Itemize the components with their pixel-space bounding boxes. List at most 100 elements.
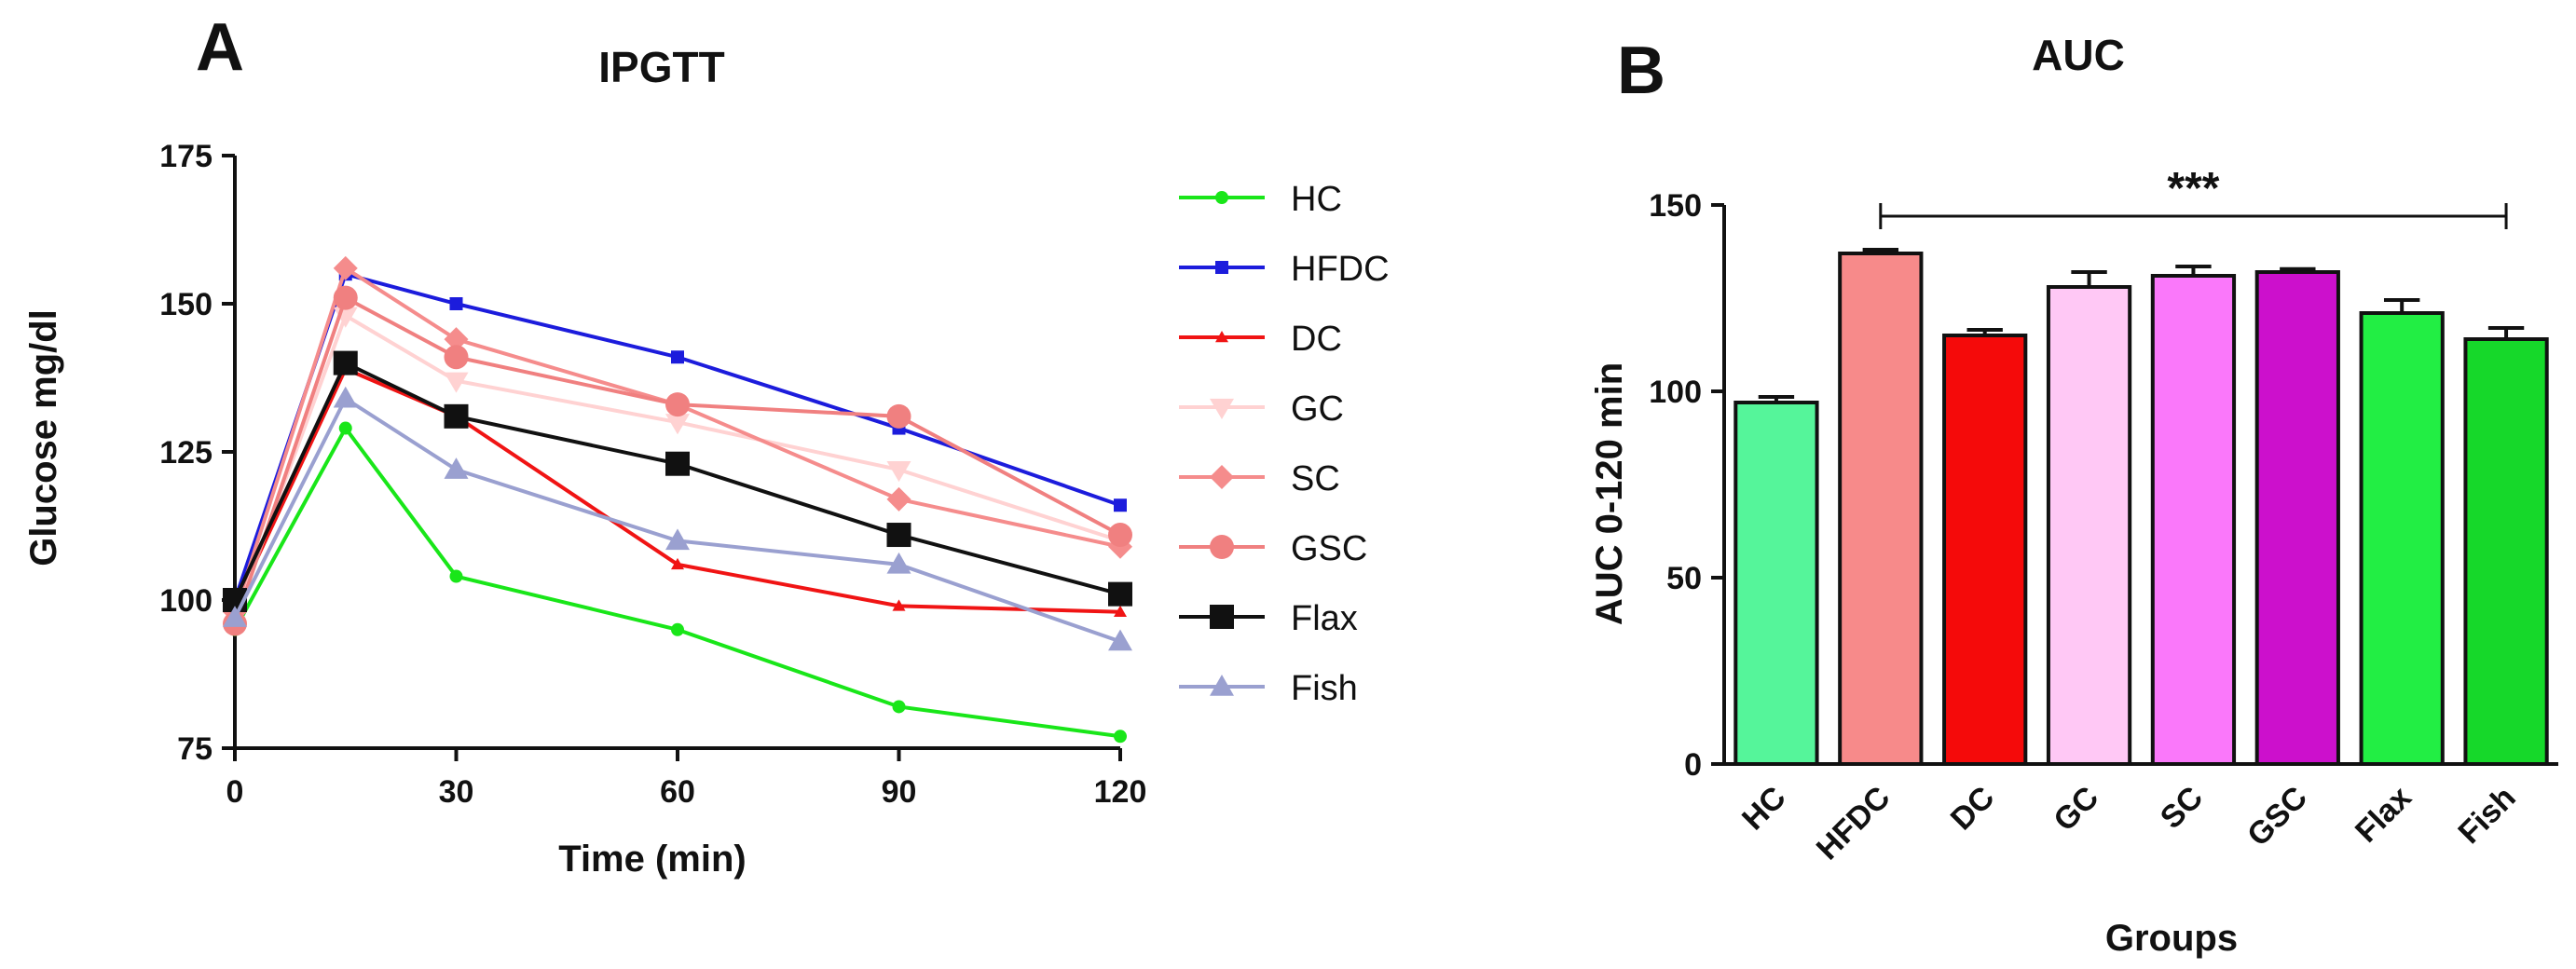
x-tick-label: 90 — [882, 774, 917, 810]
bar-x-tick-label: DC — [1944, 780, 2002, 838]
x-tick-label: 30 — [439, 774, 474, 810]
legend-marker-dc — [1215, 331, 1228, 343]
data-point-hc — [1114, 730, 1127, 744]
x-tick-label: 60 — [660, 774, 695, 810]
bar-x-tick-label: GSC — [2240, 780, 2314, 853]
data-point-hfdc — [1114, 498, 1127, 512]
data-point-hc — [892, 700, 906, 714]
data-point-flax — [886, 523, 911, 548]
data-point-gsc — [333, 285, 358, 310]
bar-hc — [1733, 401, 1819, 766]
series-line-fish — [233, 395, 1121, 644]
bar-gc — [2046, 285, 2132, 766]
series-line-sc — [233, 265, 1121, 613]
significance-label: *** — [2167, 164, 2219, 213]
bar-x-tick-label: Flax — [2349, 780, 2418, 850]
data-point-gsc — [665, 392, 690, 417]
bar-chart-annotation: *** — [1879, 164, 2508, 229]
panel-b-letter: B — [1617, 34, 1665, 108]
data-point-fish — [444, 457, 469, 479]
x-tick-label: 120 — [1094, 774, 1147, 810]
bar-x-tick-label: GC — [2047, 780, 2105, 839]
series-line-hc — [233, 424, 1121, 739]
legend-marker-hfdc — [1215, 261, 1228, 274]
data-point-fish — [665, 528, 690, 551]
bar-sc — [2150, 274, 2237, 766]
bar-x-tick-label: HFDC — [1810, 780, 1898, 867]
bar-chart-title: AUC — [2032, 31, 2125, 79]
bar-x-tick-label: SC — [2154, 780, 2210, 836]
line-chart-title: IPGTT — [598, 43, 724, 91]
bar-chart-bars — [1733, 248, 2549, 766]
data-point-fish — [223, 606, 247, 627]
data-point-hfdc — [449, 297, 463, 310]
bar-flax — [2359, 311, 2445, 766]
bar-y-tick-label: 50 — [1666, 561, 1702, 596]
series-line-dc — [233, 366, 1121, 614]
data-point-fish — [1108, 629, 1132, 651]
data-point-dc — [671, 557, 684, 570]
data-point-fish — [333, 386, 358, 408]
data-point-sc — [333, 255, 358, 280]
data-point-hc — [338, 421, 352, 435]
bar-y-tick-label: 100 — [1649, 375, 1702, 410]
data-point-gsc — [1108, 523, 1132, 548]
bar-y-tick-label: 0 — [1684, 747, 1702, 783]
bar-fish — [2463, 337, 2549, 766]
data-point-flax — [444, 403, 469, 429]
line-chart-ylabel: Glucose mg/dl — [23, 309, 64, 566]
bar-gsc — [2254, 270, 2340, 766]
data-point-gsc — [444, 345, 469, 370]
series-line-gc — [233, 312, 1121, 619]
data-point-hfdc — [671, 350, 684, 364]
legend-marker-fish — [1210, 675, 1234, 696]
line-chart-series — [223, 255, 1132, 744]
y-tick-label: 150 — [159, 287, 212, 322]
legend-label-gsc: GSC — [1291, 529, 1367, 568]
y-tick-label: 100 — [159, 583, 212, 619]
panel-a-letter: A — [196, 10, 244, 85]
x-tick-label: 0 — [226, 774, 244, 810]
data-point-gc — [665, 414, 690, 435]
series-line-hfdc — [233, 271, 1121, 601]
legend-marker-sc — [1210, 465, 1234, 489]
bar-chart-xlabel: Groups — [2105, 918, 2238, 959]
legend-label-fish: Fish — [1291, 669, 1358, 708]
bar-chart-ylabel: AUC 0-120 min — [1589, 362, 1630, 625]
line-chart-legend: HC HFDC DC GC SC GSC Flax Fish — [1179, 180, 1390, 708]
bar-x-tick-label: HC — [1735, 780, 1793, 838]
y-tick-label: 75 — [177, 731, 212, 767]
legend-label-hfdc: HFDC — [1291, 250, 1390, 289]
legend-marker-gsc — [1210, 535, 1234, 559]
bar-hfdc — [1838, 252, 1924, 766]
data-point-hc — [449, 569, 463, 583]
y-tick-label: 175 — [159, 139, 212, 174]
line-chart-axes: 75 100 125 150 175 0 30 60 90 120 — [159, 139, 1146, 810]
series-line-flax — [233, 360, 1121, 601]
data-point-hc — [671, 622, 684, 636]
data-point-dc — [1114, 605, 1127, 617]
bar-y-tick-label: 150 — [1649, 188, 1702, 224]
data-point-gc — [444, 372, 469, 393]
legend-label-dc: DC — [1291, 320, 1342, 359]
bar-dc — [1942, 334, 2028, 766]
data-point-sc — [886, 486, 911, 512]
data-point-fish — [886, 552, 911, 574]
data-point-flax — [665, 451, 690, 476]
data-point-gsc — [886, 403, 911, 429]
data-point-sc — [444, 327, 469, 352]
legend-marker-gc — [1210, 398, 1234, 419]
data-point-gc — [886, 460, 911, 483]
data-point-flax — [333, 350, 358, 375]
legend-label-gc: GC — [1291, 389, 1344, 429]
legend-label-flax: Flax — [1291, 599, 1358, 638]
legend-label-sc: SC — [1291, 459, 1340, 498]
line-chart-xlabel: Time (min) — [558, 839, 747, 880]
y-tick-label: 125 — [159, 435, 212, 471]
data-point-dc — [892, 599, 906, 611]
bar-x-tick-label: Fish — [2451, 780, 2522, 851]
legend-marker-flax — [1210, 605, 1234, 629]
legend-label-hc: HC — [1291, 180, 1342, 219]
series-line-gsc — [233, 294, 1121, 625]
